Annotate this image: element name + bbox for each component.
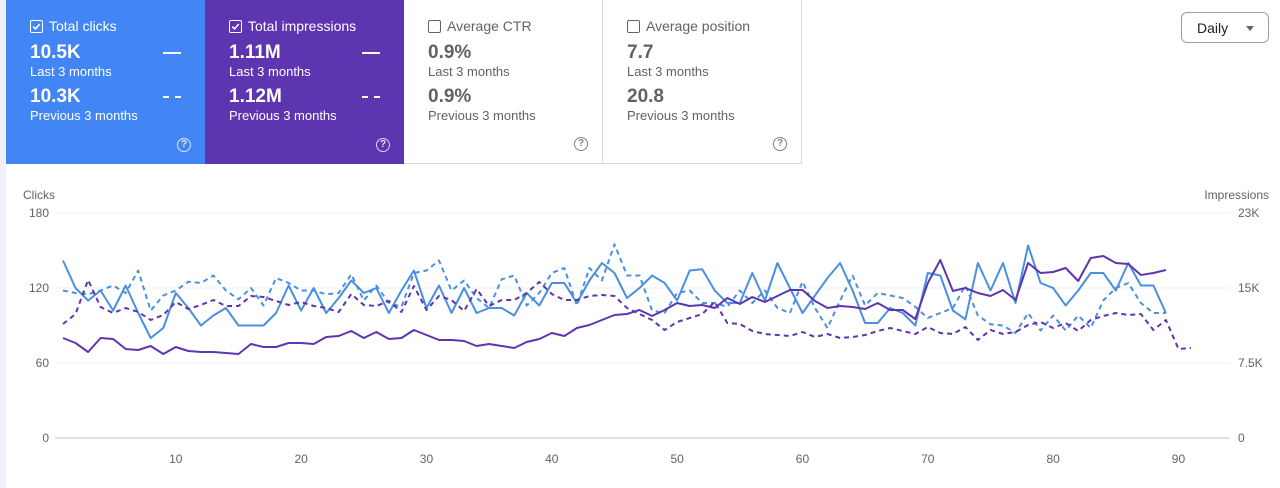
x-tick-label: 80 [1046, 452, 1060, 466]
granularity-dropdown[interactable]: Daily [1181, 12, 1269, 43]
card-header: Average CTR [428, 16, 602, 36]
card-header: Total clicks [30, 16, 205, 36]
card-total-clicks[interactable]: Total clicks 10.5K Last 3 months 10.3K P… [6, 0, 205, 164]
series-line-2 [62, 255, 1167, 355]
right-axis-label: Impressions [1204, 188, 1269, 202]
left-tick-label: 180 [29, 206, 49, 220]
current-period: Last 3 months [229, 64, 311, 79]
previous-value: 20.8 [627, 86, 664, 107]
left-tick-label: 60 [36, 356, 50, 370]
caret-down-icon [1246, 26, 1254, 31]
current-metric: 0.9% Last 3 months [428, 42, 602, 80]
card-title: Total impressions [248, 18, 357, 34]
current-metric: 7.7 Last 3 months [627, 42, 801, 80]
left-axis-label: Clicks [23, 188, 55, 202]
dashed-line-icon [362, 96, 380, 98]
granularity-label: Daily [1197, 19, 1229, 36]
x-tick-label: 40 [545, 452, 559, 466]
series-line-1 [62, 243, 1166, 334]
previous-metric: 20.8 Previous 3 months [627, 86, 801, 124]
card-total-impressions[interactable]: Total impressions 1.11M Last 3 months 1.… [205, 0, 404, 164]
help-icon[interactable]: ? [376, 138, 390, 152]
x-tick-label: 70 [921, 452, 935, 466]
solid-line-icon [163, 52, 181, 54]
solid-line-icon [362, 52, 380, 54]
card-title: Average position [646, 18, 751, 34]
previous-metric: 0.9% Previous 3 months [428, 86, 602, 124]
axis-ticks: 0 0 60 7.5K 120 15K 180 23K 10 20 30 40 50 60 70 80 90 [29, 206, 1263, 466]
card-average-ctr[interactable]: Average CTR 0.9% Last 3 months 0.9% Prev… [404, 0, 603, 164]
left-tick-label: 120 [29, 281, 49, 295]
dashed-line-icon [163, 96, 181, 98]
checkbox-checked-icon[interactable] [229, 19, 242, 33]
current-value: 7.7 [627, 42, 654, 63]
card-header: Total impressions [229, 16, 404, 36]
left-edge-strip [0, 0, 6, 488]
performance-chart[interactable]: Clicks Impressions 0 0 60 7.5K 120 15K 180 23K 1… [0, 168, 1280, 488]
previous-value: 0.9% [428, 86, 472, 107]
previous-period: Previous 3 months [30, 108, 138, 123]
x-tick-label: 50 [670, 452, 684, 466]
help-icon[interactable]: ? [177, 138, 191, 152]
x-tick-label: 20 [294, 452, 308, 466]
checkbox-checked-icon[interactable] [30, 19, 43, 33]
card-title: Average CTR [447, 18, 532, 34]
previous-metric: 10.3K Previous 3 months [30, 86, 205, 124]
x-tick-label: 10 [169, 452, 183, 466]
help-icon[interactable]: ? [773, 137, 787, 151]
current-value: 10.5K [30, 42, 81, 63]
x-tick-label: 30 [420, 452, 434, 466]
card-header: Average position [627, 16, 801, 36]
series-lines [62, 243, 1192, 355]
left-tick-label: 0 [42, 431, 49, 445]
x-tick-label: 90 [1172, 452, 1186, 466]
checkbox-unchecked-icon[interactable] [428, 19, 441, 33]
current-metric: 10.5K Last 3 months [30, 42, 205, 80]
current-value: 0.9% [428, 42, 472, 63]
previous-value: 10.3K [30, 86, 81, 107]
current-period: Last 3 months [30, 64, 112, 79]
current-metric: 1.11M Last 3 months [229, 42, 404, 80]
right-tick-label: 7.5K [1238, 356, 1263, 370]
right-tick-label: 23K [1238, 206, 1259, 220]
x-tick-label: 60 [796, 452, 810, 466]
current-period: Last 3 months [627, 64, 709, 79]
right-tick-label: 15K [1238, 281, 1259, 295]
card-title: Total clicks [49, 18, 117, 34]
card-average-position[interactable]: Average position 7.7 Last 3 months 20.8 … [603, 0, 802, 164]
help-icon[interactable]: ? [574, 137, 588, 151]
previous-period: Previous 3 months [229, 108, 337, 123]
grid-lines [55, 212, 1230, 439]
previous-period: Previous 3 months [428, 108, 536, 123]
current-period: Last 3 months [428, 64, 510, 79]
previous-period: Previous 3 months [627, 108, 735, 123]
current-value: 1.11M [229, 42, 281, 63]
series-line-3 [62, 279, 1192, 350]
checkbox-unchecked-icon[interactable] [627, 19, 640, 33]
previous-metric: 1.12M Previous 3 months [229, 86, 404, 124]
right-tick-label: 0 [1238, 431, 1245, 445]
metric-cards: Total clicks 10.5K Last 3 months 10.3K P… [6, 0, 802, 164]
previous-value: 1.12M [229, 86, 282, 107]
series-line-0 [62, 244, 1167, 339]
